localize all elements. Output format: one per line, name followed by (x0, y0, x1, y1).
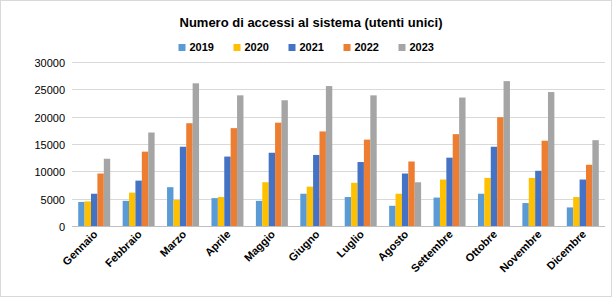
bar (535, 171, 541, 226)
bar (256, 201, 262, 226)
bar (85, 201, 91, 226)
y-tick-label: 25000 (34, 84, 65, 96)
bar (408, 161, 414, 226)
bar (580, 180, 586, 226)
legend-swatch (179, 44, 186, 51)
bar (573, 197, 579, 226)
y-tick-label: 20000 (34, 112, 65, 124)
y-tick-label: 30000 (34, 57, 65, 69)
bar (542, 141, 548, 226)
x-tick-label: Marzo (157, 228, 188, 259)
bar (446, 158, 452, 226)
bar (193, 83, 199, 226)
bar (224, 157, 230, 226)
x-tick-label: Luglio (334, 228, 366, 260)
chart: Numero di accessi al sistema (utenti uni… (0, 0, 612, 297)
legend-label: 2021 (300, 41, 324, 53)
legend-label: 2019 (190, 41, 214, 53)
y-tick-label: 15000 (34, 139, 65, 151)
title: Numero di accessi al sistema (utenti uni… (180, 15, 443, 30)
bar (364, 140, 370, 226)
x-tick-label: Gennaio (60, 228, 100, 268)
bar (415, 182, 421, 226)
bar (491, 147, 497, 226)
bar (345, 197, 351, 226)
bar (91, 194, 97, 226)
x-tick-label: Novembre (497, 228, 544, 275)
bar (484, 178, 490, 226)
bar (78, 202, 84, 226)
bar (307, 187, 313, 226)
bar (529, 178, 535, 226)
legend-label: 2022 (355, 41, 379, 53)
bar (97, 174, 103, 226)
y-tick-label: 10000 (34, 166, 65, 178)
bar (504, 81, 510, 226)
legend-label: 2020 (245, 41, 269, 53)
legend-swatch (234, 44, 241, 51)
bar (269, 153, 275, 226)
bar (186, 123, 192, 226)
legend-swatch (344, 44, 351, 51)
bar (389, 206, 395, 226)
legend-swatch (399, 44, 406, 51)
x-tick-label: Giugno (286, 228, 322, 264)
x-tick-label: Dicembre (544, 228, 588, 272)
bar (173, 200, 179, 226)
grid-line (72, 89, 605, 90)
bar (396, 194, 402, 226)
bar (351, 183, 357, 226)
x-tick-label: Maggio (242, 228, 278, 264)
bar (358, 162, 364, 226)
x-tick-label: Febbraio (103, 228, 145, 270)
bar (478, 194, 484, 226)
bar (548, 92, 554, 226)
grid-line (72, 62, 605, 63)
bar (522, 203, 528, 226)
bar (231, 128, 237, 226)
bar (237, 95, 243, 226)
bar (104, 159, 110, 226)
bar (370, 95, 376, 226)
bar (142, 152, 148, 226)
bar (148, 133, 154, 226)
x-tick-label: Settembre (408, 228, 455, 275)
bar (281, 100, 287, 226)
bar (211, 198, 217, 226)
bar (180, 147, 186, 226)
bar (586, 165, 592, 226)
bar (592, 140, 598, 226)
x-tick-label: Ottobre (463, 228, 500, 265)
bar (129, 193, 135, 226)
bar (300, 194, 306, 226)
bar (167, 187, 173, 226)
y-tick-label: 0 (59, 221, 65, 233)
grid-line (72, 117, 605, 118)
bar (453, 134, 459, 226)
bar (123, 201, 129, 226)
x-tick-label: Agosto (375, 228, 410, 263)
legend-label: 2023 (410, 41, 434, 53)
x-axis (72, 226, 605, 227)
bar (434, 198, 440, 226)
bars (78, 81, 599, 226)
bar (459, 98, 465, 226)
bar (402, 174, 408, 226)
bar (497, 117, 503, 226)
bar (326, 86, 332, 226)
chart-border (1, 1, 612, 297)
bar (218, 197, 224, 226)
legend-swatch (289, 44, 296, 51)
grid-line (72, 226, 605, 227)
bar (262, 182, 268, 226)
x-tick-label: Aprile (202, 228, 233, 259)
bar (275, 123, 281, 226)
bar (440, 180, 446, 226)
bar (135, 181, 141, 226)
bar (319, 131, 325, 226)
y-tick-label: 5000 (41, 194, 65, 206)
bar (313, 155, 319, 226)
bar (567, 207, 573, 226)
